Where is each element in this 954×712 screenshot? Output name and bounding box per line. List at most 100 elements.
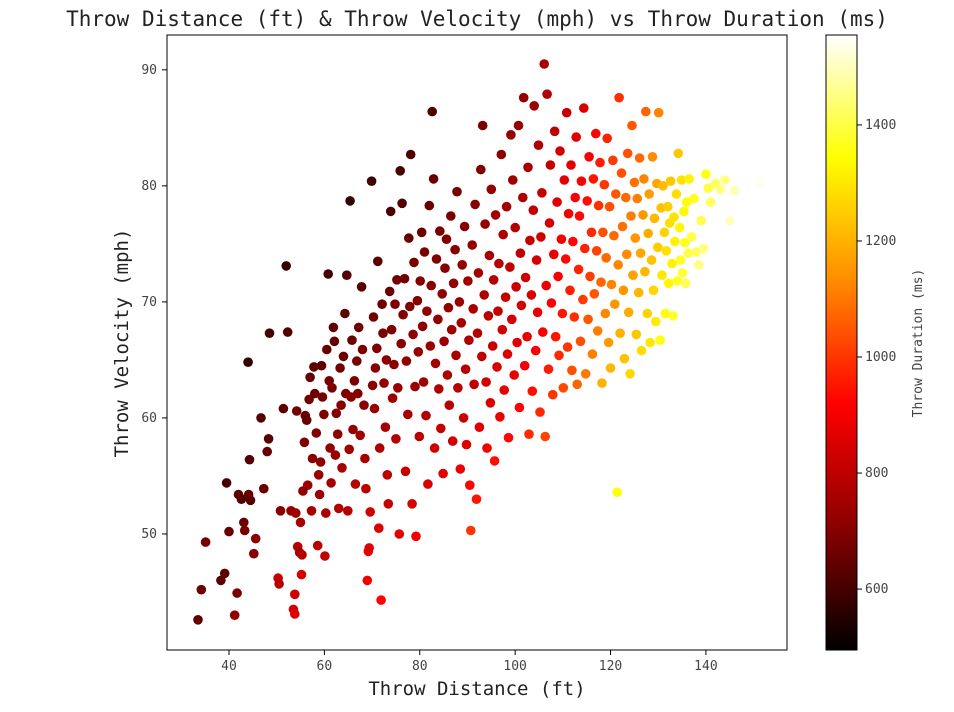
plot-area bbox=[193, 59, 765, 625]
scatter-point bbox=[606, 279, 617, 290]
scatter-point bbox=[554, 350, 564, 361]
x-tick-label: 40 bbox=[221, 659, 237, 674]
scatter-point bbox=[648, 285, 659, 296]
scatter-point bbox=[676, 175, 687, 185]
scatter-point bbox=[579, 103, 589, 113]
scatter-point bbox=[413, 347, 424, 357]
scatter-point bbox=[580, 243, 590, 254]
scatter-point bbox=[575, 336, 586, 347]
scatter-point bbox=[672, 276, 683, 286]
scatter-point bbox=[592, 326, 603, 336]
scatter-point bbox=[628, 270, 638, 281]
scatter-point bbox=[653, 242, 663, 253]
scatter-point bbox=[196, 584, 207, 595]
scatter-point bbox=[531, 255, 542, 265]
scatter-point bbox=[495, 412, 505, 422]
scatter-point bbox=[663, 278, 674, 289]
scatter-point bbox=[523, 162, 533, 173]
scatter-point bbox=[421, 410, 431, 421]
scatter-point bbox=[389, 359, 399, 370]
scatter-point bbox=[487, 341, 498, 351]
scatter-point bbox=[563, 208, 574, 219]
scatter-point bbox=[622, 148, 633, 159]
scatter-point bbox=[370, 363, 381, 373]
scatter-point bbox=[647, 152, 658, 162]
scatter-point bbox=[383, 499, 394, 509]
scatter-point bbox=[378, 328, 388, 339]
colorbar-axis: 600 800 1000 1200 1400 bbox=[857, 118, 896, 597]
y-tick-label: 50 bbox=[141, 527, 157, 542]
scatter-point bbox=[366, 176, 377, 186]
scatter-point bbox=[369, 403, 380, 414]
scatter-point bbox=[636, 345, 647, 356]
y-tick-label: 90 bbox=[141, 63, 157, 78]
scatter-point bbox=[433, 314, 443, 325]
scatter-point bbox=[377, 299, 387, 310]
scatter-point bbox=[591, 128, 601, 139]
scatter-point bbox=[443, 302, 454, 313]
scatter-point bbox=[349, 376, 360, 386]
scatter-point bbox=[221, 478, 232, 488]
scatter-point bbox=[460, 364, 471, 375]
scatter-point bbox=[438, 468, 448, 479]
scatter-point bbox=[539, 59, 549, 69]
scatter-point bbox=[382, 470, 393, 480]
scatter-point bbox=[667, 258, 677, 269]
scatter-point bbox=[453, 383, 463, 393]
scatter-point bbox=[560, 254, 571, 264]
scatter-point bbox=[470, 199, 480, 210]
scatter-point bbox=[345, 196, 355, 206]
scatter-point bbox=[333, 503, 344, 514]
scatter-point bbox=[638, 210, 648, 220]
scatter-point bbox=[585, 271, 595, 282]
scatter-point bbox=[573, 264, 584, 275]
scatter-point bbox=[665, 176, 676, 186]
scatter-point bbox=[519, 360, 530, 371]
scatter-point bbox=[439, 336, 449, 347]
scatter-point bbox=[290, 589, 300, 600]
scatter-point bbox=[314, 489, 325, 500]
scatter-point bbox=[528, 205, 539, 215]
scatter-point bbox=[646, 255, 657, 265]
scatter-point bbox=[673, 148, 684, 159]
scatter-point bbox=[379, 378, 389, 388]
scatter-point bbox=[622, 249, 632, 260]
scatter-point bbox=[232, 588, 242, 598]
scatter-point bbox=[469, 379, 479, 390]
scatter-point bbox=[381, 355, 392, 365]
x-tick-label: 100 bbox=[503, 659, 526, 674]
scatter-point bbox=[506, 130, 516, 140]
scatter-point bbox=[589, 289, 600, 299]
scatter-point bbox=[614, 92, 624, 103]
scatter-point bbox=[396, 338, 407, 349]
scatter-point bbox=[193, 615, 203, 625]
scatter-point bbox=[492, 362, 502, 372]
scatter-point bbox=[281, 261, 292, 271]
scatter-point bbox=[516, 300, 527, 311]
scatter-point bbox=[412, 295, 423, 306]
scatter-point bbox=[625, 369, 635, 379]
scatter-point bbox=[336, 400, 346, 411]
scatter-point bbox=[473, 268, 484, 278]
scatter-point bbox=[350, 479, 361, 489]
scatter-point bbox=[337, 463, 347, 473]
scatter-point bbox=[642, 308, 653, 319]
scatter-point bbox=[444, 400, 455, 411]
scatter-point bbox=[236, 494, 247, 505]
scatter-point bbox=[549, 126, 560, 137]
scatter-point bbox=[552, 197, 562, 207]
scatter-point bbox=[610, 299, 620, 310]
scatter-point bbox=[394, 529, 405, 539]
scatter-point bbox=[633, 287, 644, 298]
scatter-point bbox=[244, 454, 255, 465]
scatter-point bbox=[464, 335, 474, 346]
scatter-point bbox=[576, 176, 587, 186]
scatter-point bbox=[679, 206, 689, 217]
colorbar-label: Throw Duration (ms) bbox=[911, 269, 926, 418]
scatter-point bbox=[372, 343, 382, 354]
scatter-point bbox=[391, 434, 401, 444]
scatter-point bbox=[591, 246, 602, 256]
scatter-point bbox=[380, 422, 391, 433]
scatter-point bbox=[219, 568, 230, 579]
